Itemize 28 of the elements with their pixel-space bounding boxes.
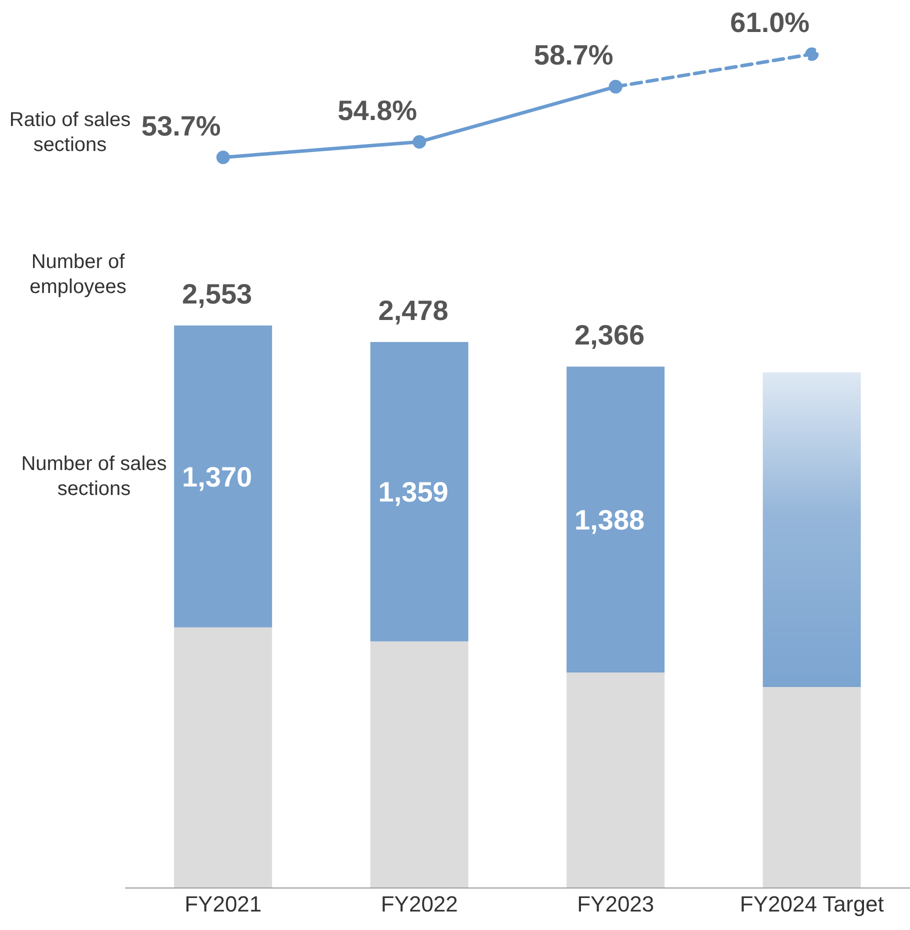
data-label: 1,388 bbox=[574, 504, 645, 536]
bar bbox=[762, 687, 861, 888]
bar bbox=[174, 325, 272, 628]
data-label: 61.0% bbox=[730, 7, 810, 38]
data-label: 54.8% bbox=[338, 94, 418, 126]
bar bbox=[762, 372, 861, 688]
bar bbox=[566, 366, 665, 672]
point bbox=[216, 150, 230, 164]
total-label: 2,478 bbox=[378, 294, 448, 326]
bar bbox=[174, 627, 272, 888]
data-label: 58.7% bbox=[534, 40, 614, 71]
bar bbox=[370, 342, 468, 642]
data-label: 53.7% bbox=[141, 110, 221, 142]
annotation: Ratio of sales sections bbox=[9, 109, 131, 156]
x-tick-label: FY2024 Target bbox=[740, 892, 884, 917]
x-tick-label: FY2022 bbox=[380, 892, 458, 917]
point bbox=[805, 47, 819, 61]
point bbox=[412, 135, 426, 149]
x-tick-label: FY2023 bbox=[577, 892, 654, 917]
annotation: Number of sales sections bbox=[20, 452, 168, 502]
text: Number of employees bbox=[28, 250, 128, 300]
x-tick-label: FY2021 bbox=[184, 892, 262, 917]
total-label: 2,553 bbox=[182, 278, 252, 310]
total-label: 2,366 bbox=[574, 320, 645, 351]
bar bbox=[566, 672, 665, 888]
data-label: 1,359 bbox=[378, 476, 448, 508]
bar bbox=[370, 641, 468, 888]
data-label: 1,370 bbox=[182, 461, 252, 492]
